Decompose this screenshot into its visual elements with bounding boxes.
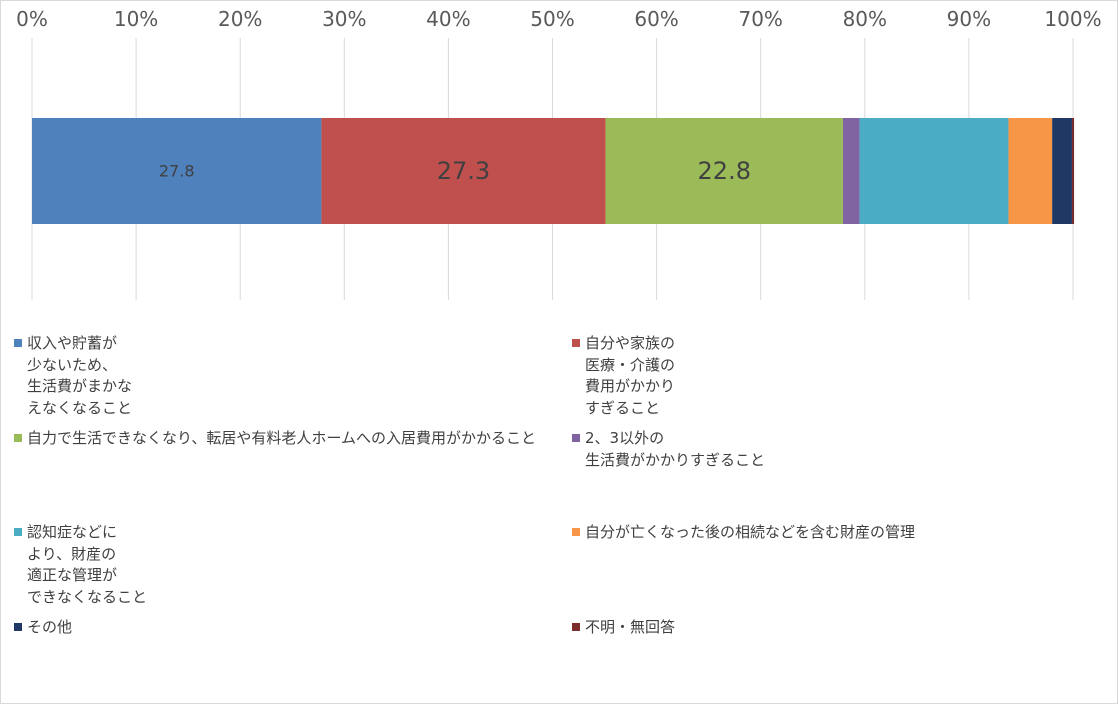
bar-segment-8 [1071,118,1075,224]
data-label-2: 27.3 [437,157,490,185]
x-tick-label: 80% [843,7,887,31]
x-tick-label: 60% [634,7,678,31]
x-axis-tick-labels: 0% 10% 20% 30% 40% 50% 60% 70% 80% 90% 100% [16,7,1101,31]
data-labels: 27.8 27.3 22.8 [159,157,751,185]
data-label-1: 27.8 [159,162,195,181]
x-tick-label: 100% [1044,7,1101,31]
x-tick-label: 0% [16,7,48,31]
data-label-3: 22.8 [698,157,751,185]
x-tick-label: 40% [426,7,470,31]
bar-segment-2 [321,118,606,224]
stacked-bar-chart: 0% 10% 20% 30% 40% 50% 60% 70% 80% 90% 100% 27.8 27… [16,7,1102,300]
x-tick-label: 20% [218,7,262,31]
bar-segment-7 [1052,118,1072,224]
bar-segment-4 [842,118,860,224]
x-tick-label: 90% [947,7,991,31]
bar-segment-3 [605,118,843,224]
x-tick-label: 50% [530,7,574,31]
x-tick-label: 70% [738,7,782,31]
bar-segments [32,118,1075,224]
x-tick-label: 30% [322,7,366,31]
bar-segment-6 [1008,118,1053,224]
bar-segment-1 [32,118,322,224]
x-tick-label: 10% [114,7,158,31]
bar-segment-5 [859,118,1009,224]
